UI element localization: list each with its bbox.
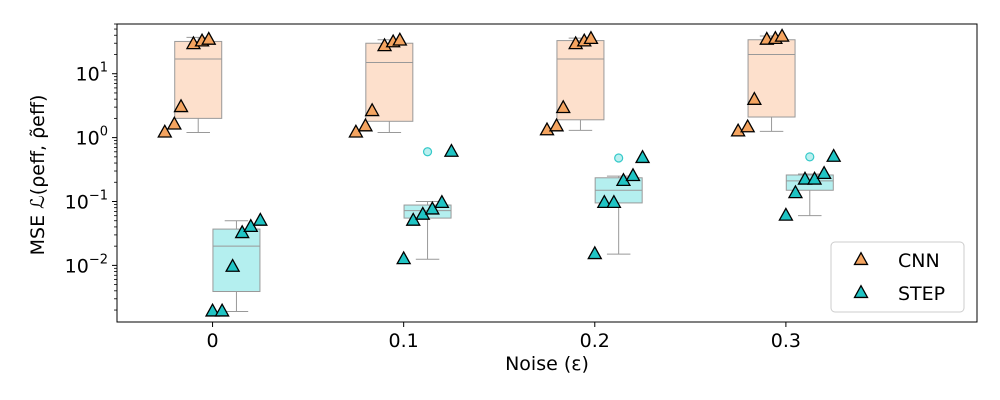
data-point-cnn [201, 31, 217, 45]
data-point-cnn [357, 117, 374, 132]
y-axis-title: MSE ℒ(ρeff, ρ̃eff) [27, 95, 49, 256]
legend-label-cnn: CNN [898, 250, 940, 272]
box-iqr [212, 228, 261, 293]
y-tick-label: 100 [76, 125, 108, 150]
data-point-step [596, 194, 612, 209]
data-point-step [434, 194, 450, 209]
data-point-step [606, 194, 622, 209]
x-tick-label: 0.2 [580, 330, 610, 352]
y-tick-label: 10−2 [65, 252, 108, 277]
plot-frame [116, 23, 978, 323]
boxes-layer [174, 35, 834, 312]
data-point-cnn [548, 117, 565, 132]
boxplot-cnn [556, 37, 605, 131]
boxplot-step [212, 220, 261, 312]
legend-marker-step [853, 284, 869, 299]
outlier-point [805, 152, 815, 162]
x-tick-label: 0.1 [389, 330, 419, 352]
data-point-step [625, 167, 641, 182]
data-point-cnn [555, 99, 571, 114]
data-point-step [396, 250, 412, 265]
box-iqr [747, 39, 796, 118]
x-tick-label: 0 [207, 330, 219, 352]
data-point-step [587, 245, 603, 260]
y-tick-label: 10−1 [65, 188, 108, 213]
data-point-cnn [173, 98, 189, 113]
x-tick-label: 0.3 [771, 330, 801, 352]
boxplot-cnn [747, 35, 796, 132]
x-axis: 0 0.1 0.2 0.3 [207, 322, 801, 352]
data-point-step [443, 143, 460, 157]
x-axis-title: Noise (ε) [505, 353, 589, 375]
data-point-step [225, 258, 241, 272]
data-point-cnn [746, 91, 762, 105]
data-point-cnn [539, 121, 555, 136]
data-point-cnn [157, 123, 173, 138]
data-point-cnn [730, 122, 746, 137]
data-point-cnn [740, 118, 756, 133]
data-point-cnn [166, 115, 182, 130]
outlier-point [422, 147, 433, 157]
boxplot-cnn [365, 39, 414, 134]
data-point-step [778, 207, 794, 221]
data-point-step [797, 171, 813, 185]
boxplot-cnn [174, 36, 223, 134]
data-point-step [252, 212, 268, 226]
outlier-point [614, 153, 624, 163]
legend-label-step: STEP [898, 283, 945, 305]
data-point-cnn [583, 30, 599, 45]
data-point-step [816, 165, 832, 180]
data-point-cnn [774, 28, 790, 42]
data-point-step [204, 302, 221, 317]
legend: CNN STEP [830, 241, 965, 313]
legend-marker-cnn [853, 251, 869, 266]
data-point-step [787, 184, 804, 199]
data-point-cnn [364, 102, 380, 117]
data-point-step [826, 148, 842, 162]
box-iqr [365, 42, 414, 122]
points-layer [157, 28, 842, 317]
data-point-step [634, 149, 651, 164]
y-axis: 10−2 10−1 100 101 [65, 23, 117, 311]
data-point-cnn [392, 31, 408, 46]
y-tick-label: 101 [76, 61, 108, 86]
data-point-step [424, 200, 440, 215]
data-point-step [214, 302, 230, 317]
